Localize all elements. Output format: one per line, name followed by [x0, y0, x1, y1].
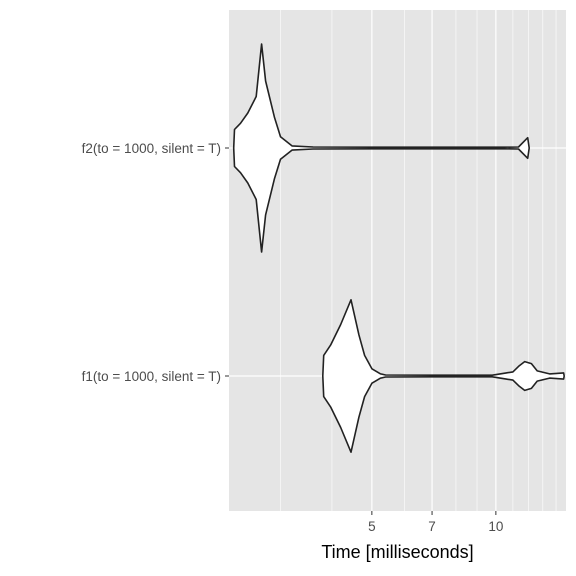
y-axis: f2(to = 1000, silent = T) f1(to = 1000, s… — [82, 141, 229, 384]
grid-minor-lines — [280, 10, 557, 511]
y-tick-label: f1(to = 1000, silent = T) — [82, 369, 221, 384]
plot-panel — [229, 10, 566, 511]
x-axis-title: Time [milliseconds] — [321, 542, 473, 562]
x-axis: 5 7 10 — [368, 511, 503, 534]
x-tick-label: 10 — [488, 519, 503, 534]
violins — [232, 43, 565, 453]
violin-2 — [322, 299, 565, 453]
x-tick-label: 5 — [368, 519, 376, 534]
y-tick-label: f2(to = 1000, silent = T) — [82, 141, 221, 156]
x-tick-label: 7 — [428, 519, 436, 534]
violin-1 — [232, 43, 530, 253]
